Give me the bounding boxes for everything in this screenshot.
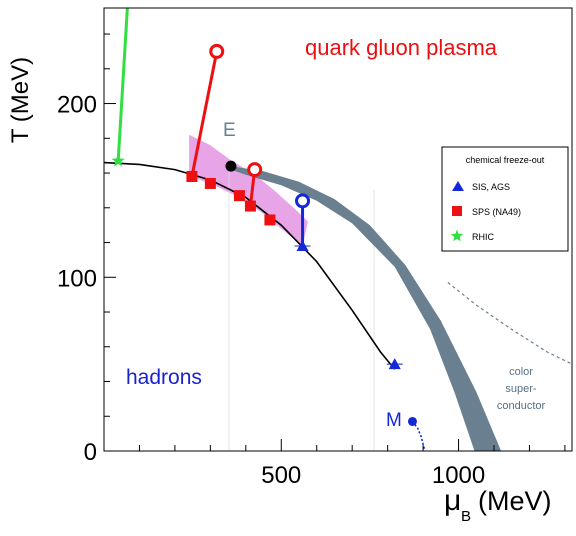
trajectory-line xyxy=(190,51,219,177)
freeze-out-curve xyxy=(104,161,396,370)
qgp-label: quark gluon plasma xyxy=(305,35,498,60)
m-point-label: M xyxy=(386,410,402,431)
y-tick-label: 100 xyxy=(57,265,97,292)
sps-point xyxy=(186,171,198,183)
color-superconductor-boundary xyxy=(447,282,572,365)
trajectory-line xyxy=(116,8,129,161)
x-axis-label-unit: (MeV) xyxy=(478,486,552,516)
sis-ags-point xyxy=(388,358,401,370)
legend-item-sps: SPS (NA49) xyxy=(452,206,521,217)
sps-point xyxy=(264,214,276,226)
csc-label-3: conductor xyxy=(497,400,546,412)
legend-item-sis: SIS, AGS xyxy=(452,181,510,192)
m-point xyxy=(407,416,417,426)
rhic-point xyxy=(111,153,125,167)
phase-transition-band xyxy=(230,166,502,451)
trajectory-layer xyxy=(116,8,311,247)
legend-label: SPS (NA49) xyxy=(472,207,521,217)
legend-title: chemical freeze-out xyxy=(466,155,545,165)
critical-point-label: E xyxy=(223,120,236,141)
critical-point xyxy=(225,160,237,172)
points-layer xyxy=(111,153,417,426)
csc-label-2: super- xyxy=(505,383,537,395)
legend-label: RHIC xyxy=(472,232,494,242)
lattice-region xyxy=(189,134,308,246)
sps-point xyxy=(244,200,256,212)
legend-label: SIS, AGS xyxy=(472,182,510,192)
trajectory-end-circle xyxy=(295,193,311,209)
legend: chemical freeze-out SIS, AGS SPS (NA49) … xyxy=(441,146,569,252)
legend-box xyxy=(441,146,569,252)
csc-label-1: color xyxy=(509,366,533,378)
tick-layer: 500 1000 0 100 200 xyxy=(57,33,566,489)
trajectory-end-circle xyxy=(247,162,263,178)
x-axis-label-sub: B xyxy=(461,508,471,525)
x-tick-label: 1000 xyxy=(432,462,485,489)
sps-point xyxy=(204,177,216,189)
y-tick-label: 200 xyxy=(57,92,97,119)
sis-ags-point xyxy=(296,240,309,252)
legend-item-rhic: RHIC xyxy=(450,229,494,242)
legend-triangle-marker xyxy=(452,181,464,191)
plot-frame xyxy=(103,7,573,452)
y-axis-label: T (MeV) xyxy=(7,57,34,143)
y-tick-label: 0 xyxy=(84,439,97,466)
hadrons-label: hadrons xyxy=(126,366,202,389)
x-axis-label-mu: μ xyxy=(444,484,461,517)
sps-point xyxy=(233,190,245,202)
plot-area xyxy=(104,8,572,451)
trajectory-end-circle xyxy=(209,43,225,59)
x-tick-label: 500 xyxy=(261,462,301,489)
legend-square-marker xyxy=(452,206,462,216)
legend-star-marker xyxy=(450,229,464,242)
